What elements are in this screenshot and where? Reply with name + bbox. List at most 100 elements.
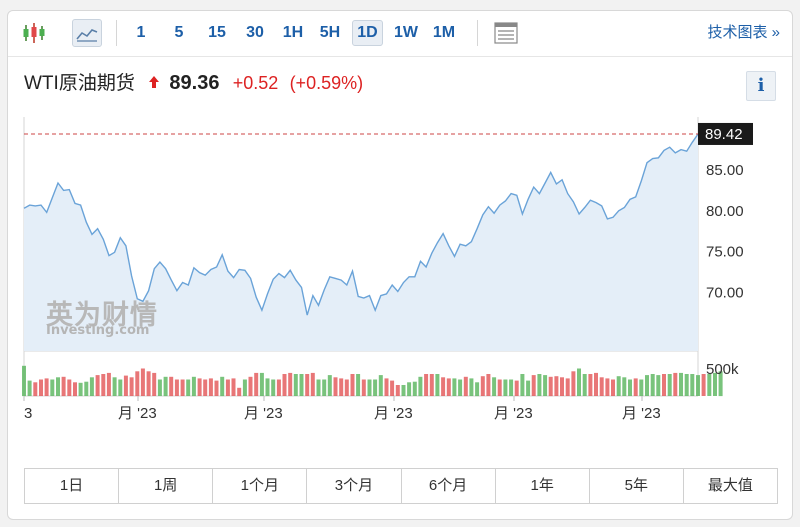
- volume-bar: [441, 377, 446, 396]
- last-price-label-bg: [698, 122, 753, 145]
- price-area-fill: [24, 134, 698, 351]
- volume-bar: [271, 379, 276, 396]
- volume-bar: [152, 372, 157, 396]
- area-chart-icon[interactable]: [72, 19, 102, 47]
- period-1-year[interactable]: 1年: [496, 469, 590, 503]
- volume-bar: [656, 375, 661, 396]
- timeframe-1m[interactable]: 1M: [432, 24, 456, 41]
- volume-bar: [497, 379, 502, 396]
- volume-bar: [679, 372, 683, 396]
- volume-bar: [22, 365, 26, 397]
- volume-bar: [288, 372, 293, 396]
- volume-bar: [276, 379, 281, 396]
- volume-bar: [639, 379, 644, 396]
- volume-bar: [611, 379, 615, 396]
- volume-bar: [509, 379, 514, 396]
- y-tick-label-1: 80.00: [706, 203, 744, 220]
- technical-chart-link[interactable]: 技术图表 »: [707, 24, 780, 41]
- timeframe-15[interactable]: 15: [208, 24, 226, 41]
- volume-bar: [367, 379, 372, 396]
- timeframe-1d[interactable]: 1D: [352, 20, 383, 46]
- volume-bar: [339, 378, 344, 396]
- table-view-icon[interactable]: [492, 19, 522, 47]
- volume-bar: [254, 372, 259, 396]
- volume-bar: [33, 382, 38, 397]
- volume-bar: [401, 385, 406, 396]
- timeframe-5[interactable]: 5: [174, 24, 184, 41]
- candlestick-icon[interactable]: [20, 19, 50, 47]
- volume-bar: [673, 372, 678, 396]
- price-change-percent: (+0.59%): [289, 73, 364, 93]
- volume-bar: [101, 374, 106, 396]
- volume-bar: [412, 381, 417, 396]
- volume-bar: [106, 372, 111, 396]
- volume-bar: [305, 374, 310, 396]
- volume-bar: [169, 376, 174, 397]
- volume-bar: [390, 380, 395, 396]
- price-line: [23, 133, 699, 316]
- volume-bar: [537, 374, 542, 396]
- volume-bar: [463, 376, 468, 397]
- volume-bar: [684, 374, 689, 396]
- volume-bar: [622, 377, 627, 396]
- volume-bar: [480, 376, 485, 396]
- volume-bar: [237, 387, 242, 397]
- x-tick-label-0: 3: [24, 405, 32, 422]
- period-1-month[interactable]: 1个月: [213, 469, 308, 503]
- volume-bar: [231, 378, 236, 396]
- period-5-years[interactable]: 5年: [590, 469, 684, 503]
- price-chart: 89.42 85.00 80.00 75.00 70.00 500k 3 月 '23 月 '23…: [22, 117, 753, 422]
- volume-bar: [157, 379, 162, 396]
- volume-bar: [61, 376, 66, 397]
- period-max[interactable]: 最大值: [707, 477, 753, 494]
- timeframe-1w[interactable]: 1W: [394, 24, 418, 41]
- timeframe-1h[interactable]: 1H: [282, 24, 304, 41]
- chart-card: 1 5 15 30 1H 5H 1D 1W 1M 技术图表 » WTI原油期货 …: [7, 10, 793, 520]
- timeframe-5h[interactable]: 5H: [319, 24, 341, 41]
- volume-bar: [628, 379, 632, 396]
- volume-bar: [123, 375, 128, 396]
- volume-bar: [594, 372, 598, 396]
- volume-bar: [588, 374, 593, 396]
- period-3-months[interactable]: 3个月: [307, 469, 402, 503]
- volume-bar: [112, 377, 117, 396]
- volume-bar: [203, 379, 208, 396]
- volume-bar: [452, 378, 457, 396]
- volume-bar: [645, 375, 649, 396]
- period-1-day[interactable]: 1日: [25, 469, 120, 503]
- volume-bar: [180, 379, 185, 396]
- volume-bar: [707, 374, 712, 396]
- y-tick-label-2: 75.00: [706, 244, 744, 261]
- volume-bar: [605, 378, 610, 396]
- volume-bar: [282, 374, 287, 396]
- volume-bar: [299, 374, 304, 396]
- y-tick-label-0: 85.00: [706, 162, 744, 179]
- period-1-week[interactable]: 1周: [119, 469, 214, 503]
- volume-bar: [526, 380, 531, 396]
- period-selector: 1日 1周 1个月 3个月 6个月 1年 5年 最大值: [24, 468, 778, 504]
- volume-bar: [174, 379, 179, 396]
- timeframe-30[interactable]: 30: [246, 24, 264, 41]
- volume-bar: [446, 378, 451, 396]
- x-tick-label-3: 月 '23: [374, 405, 413, 422]
- volume-bar: [424, 374, 429, 396]
- volume-bar: [662, 374, 666, 396]
- volume-bar: [418, 376, 423, 397]
- volume-bar: [44, 378, 49, 396]
- volume-bar: [27, 380, 32, 396]
- volume-bar: [718, 371, 723, 397]
- instrument-name: WTI原油期货: [24, 73, 135, 94]
- volume-bar: [78, 382, 83, 396]
- volume-bar: [429, 374, 434, 396]
- volume-bar: [378, 375, 383, 396]
- volume-bar: [197, 378, 202, 396]
- period-6-months[interactable]: 6个月: [402, 469, 496, 503]
- instrument-header: WTI原油期货 89.36 +0.52 (+0.59%): [24, 69, 363, 97]
- volume-bar: [650, 374, 655, 396]
- info-button[interactable]: i: [746, 71, 776, 101]
- volume-bar: [214, 380, 219, 396]
- volume-bar: [39, 379, 43, 396]
- volume-bar: [293, 374, 298, 396]
- volume-bar: [667, 374, 672, 396]
- timeframe-1[interactable]: 1: [136, 24, 146, 41]
